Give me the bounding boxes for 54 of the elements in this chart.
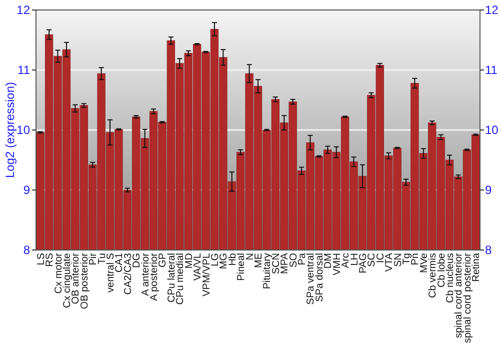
y2-tick-label: 10 [485, 123, 499, 138]
x-tick-label: OB anterior [70, 252, 82, 304]
x-tick-label: Cx cingulate [62, 252, 73, 308]
x-tick-label: CA1 [114, 252, 126, 272]
y-tick-label: 8 [23, 243, 30, 258]
x-tick-label: RS [44, 252, 56, 267]
x-tick-label: PAG [358, 252, 369, 274]
x-tick-label: CA2/CA3 [122, 252, 134, 295]
x-tick-label: ME [254, 252, 264, 268]
x-tick-label: LS [36, 252, 47, 266]
x-tick-label: SO [288, 252, 300, 268]
x-tick-label: Pn [410, 253, 422, 266]
x-tick-label: Arc [340, 253, 352, 268]
x-tick-label: LH [349, 253, 360, 266]
x-tick-label: Tg [402, 253, 412, 265]
x-tick-label: A anterior [140, 252, 152, 296]
x-tick-label: DG [132, 252, 143, 268]
x-tick-label: Hb [227, 252, 238, 266]
x-tick-label: SC [366, 253, 378, 267]
x-tick-label: Tu [96, 253, 108, 264]
y-tick-label: 9 [23, 183, 30, 198]
x-tick-label: MPA [280, 252, 291, 274]
x-tick-label: spinal cord anterior [454, 252, 465, 338]
x-tick-label: VTA [384, 252, 396, 272]
y2-tick-label: 9 [485, 183, 492, 198]
x-tick-label: CPu medial [175, 253, 186, 305]
y2-tick-label: 8 [485, 243, 492, 258]
y-tick-label: 12 [16, 3, 30, 18]
x-tick-label: GP [158, 252, 169, 268]
x-tick-label: Pineal [236, 253, 248, 281]
x-tick-label: CPu lateral [166, 253, 178, 302]
x-tick-label: SPa dorsal [314, 253, 326, 302]
x-tick-label: A posterior [149, 252, 160, 301]
x-tick-label: SCN [270, 253, 282, 274]
x-tick-label: IC [375, 253, 386, 263]
x-tick-label: Retina [471, 252, 482, 282]
x-tick-label: VMH [332, 253, 343, 276]
y2-tick-label: 12 [485, 3, 499, 18]
y2-tick-label: 11 [485, 63, 498, 78]
x-tick-label: DM [323, 253, 334, 269]
x-tick-label: LG [210, 252, 221, 266]
x-tick-label: OB posterior [79, 252, 90, 310]
x-tick-label: MVe [418, 252, 430, 274]
x-tick-label: N [244, 253, 256, 260]
x-tick-label: Cb lobe [436, 252, 448, 288]
x-tick-label: Pituitary [262, 253, 274, 290]
x-tick-label: ventral S [106, 252, 116, 292]
y-tick-label: 11 [18, 63, 30, 78]
x-tick-label: SN [392, 253, 404, 267]
y-axis-title: Log2 (expression) [3, 82, 18, 178]
x-tick-label: spinal cord posterior [462, 252, 474, 344]
x-tick-label: VPM/VPL [201, 252, 212, 296]
x-tick-label: Pir [88, 252, 100, 266]
y-tick-label: 10 [16, 123, 30, 138]
